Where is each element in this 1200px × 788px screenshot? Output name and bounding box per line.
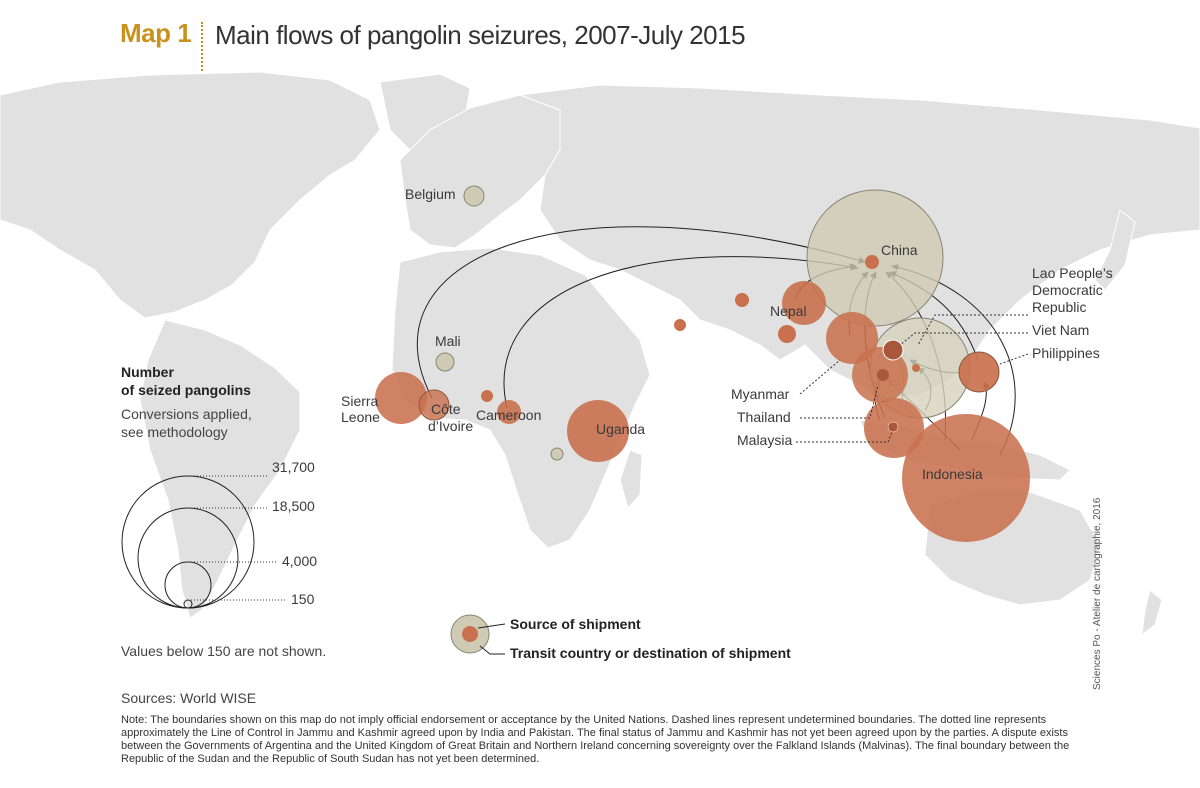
leader-myanmar [799, 359, 841, 395]
circle-nigeria-small [481, 390, 493, 402]
legend-value-4000: 4,000 [282, 553, 317, 569]
legend-value-18500: 18,500 [272, 498, 315, 514]
label-lao-2: Democratic [1032, 282, 1103, 298]
leader-lao [917, 314, 1028, 346]
label-malaysia: Malaysia [737, 432, 792, 448]
legend-title: Number of seized pangolins [121, 363, 251, 399]
label-sierra-leone-1: Sierra [341, 393, 379, 409]
flow-cameroon-china [503, 256, 859, 409]
source-circles [375, 255, 1030, 542]
madagascar-land [619, 449, 643, 509]
label-nepal: Nepal [770, 303, 807, 319]
label-cote-divoire-2: d’Ivoire [428, 418, 473, 434]
sources-text: Sources: World WISE [121, 690, 257, 706]
legend-transit-pointer [479, 645, 505, 655]
legend-below-note: Values below 150 are not shown. [121, 643, 327, 659]
circle-sierra-leone [375, 372, 427, 424]
circle-cote-divoire [418, 389, 450, 421]
map-header: Map 1 Main flows of pangolin seizures, 2… [0, 0, 1200, 80]
legend-title-line-2: of seized pangolins [121, 382, 251, 398]
circle-philippines [958, 351, 1000, 393]
north-america-land [0, 71, 381, 319]
legend-value-31700: 31,700 [272, 459, 315, 475]
legend-source-pointer [477, 623, 506, 629]
label-philippines: Philippines [1032, 345, 1100, 361]
circle-belgium [463, 185, 485, 207]
label-mali: Mali [435, 333, 461, 349]
label-cameroon: Cameroon [476, 407, 541, 423]
circle-malaysia-core [887, 421, 899, 433]
circle-cameroon [497, 400, 521, 424]
circle-india [778, 325, 796, 343]
circle-vietnam-core [882, 339, 904, 361]
europe-land [399, 94, 561, 249]
legend-subtitle: Conversions applied, see methodology [121, 405, 252, 441]
circle-mali [435, 352, 455, 372]
circle-uganda [567, 400, 629, 462]
legend-source-symbol [462, 626, 478, 642]
label-indonesia: Indonesia [922, 466, 983, 482]
land-masses [0, 71, 1200, 637]
circle-oman [674, 319, 686, 331]
circle-indonesia [902, 414, 1030, 542]
size-legend: 31,700 18,500 4,000 150 [121, 459, 317, 609]
circle-lao-core [912, 364, 920, 372]
type-legend: Source of shipment Transit country or de… [450, 614, 791, 661]
south-america-land [139, 319, 301, 619]
flow-cote-divoire-china [416, 226, 866, 399]
leader-malaysia [796, 431, 893, 443]
new-zealand-land [1141, 589, 1163, 637]
circle-central-africa [550, 447, 564, 461]
circle-thailand-core [877, 369, 889, 381]
circle-nepal [782, 281, 826, 325]
circle-bangladesh [826, 312, 878, 364]
label-lao-3: Republic [1032, 299, 1086, 315]
leader-philippines [999, 353, 1029, 365]
circle-china-core [865, 255, 879, 269]
label-myanmar: Myanmar [731, 386, 790, 402]
legend-subtitle-line-2: see methodology [121, 424, 228, 440]
label-china: China [881, 242, 918, 258]
map-number: Map 1 [120, 18, 192, 48]
header-divider [201, 22, 203, 78]
label-thailand: Thailand [737, 409, 791, 425]
legend-value-150: 150 [291, 591, 315, 607]
credit-text: Sciences Po - Atelier de cartographie, 2… [1092, 497, 1103, 690]
label-sierra-leone-2: Leone [341, 409, 380, 425]
legend-transit-label: Transit country or destination of shipme… [510, 645, 791, 661]
legend-title-line-1: Number [121, 364, 174, 380]
label-cote-divoire-1: Côte [431, 401, 461, 417]
place-labels: Belgium China Lao People’s Democratic Re… [341, 186, 1113, 482]
boundary-note: Note: The boundaries shown on this map d… [121, 714, 1070, 765]
leader-lines [796, 314, 1029, 443]
label-lao-1: Lao People’s [1032, 265, 1113, 281]
circle-pakistan [735, 293, 749, 307]
label-belgium: Belgium [405, 186, 456, 202]
leader-vietnam [899, 332, 1028, 346]
japan-land [1094, 209, 1136, 291]
label-viet-nam: Viet Nam [1032, 322, 1089, 338]
map-title: Main flows of pangolin seizures, 2007-Ju… [215, 20, 746, 50]
leader-thailand [800, 384, 879, 419]
label-uganda: Uganda [596, 421, 645, 437]
legend-source-label: Source of shipment [510, 616, 641, 632]
legend-subtitle-line-1: Conversions applied, [121, 406, 252, 422]
